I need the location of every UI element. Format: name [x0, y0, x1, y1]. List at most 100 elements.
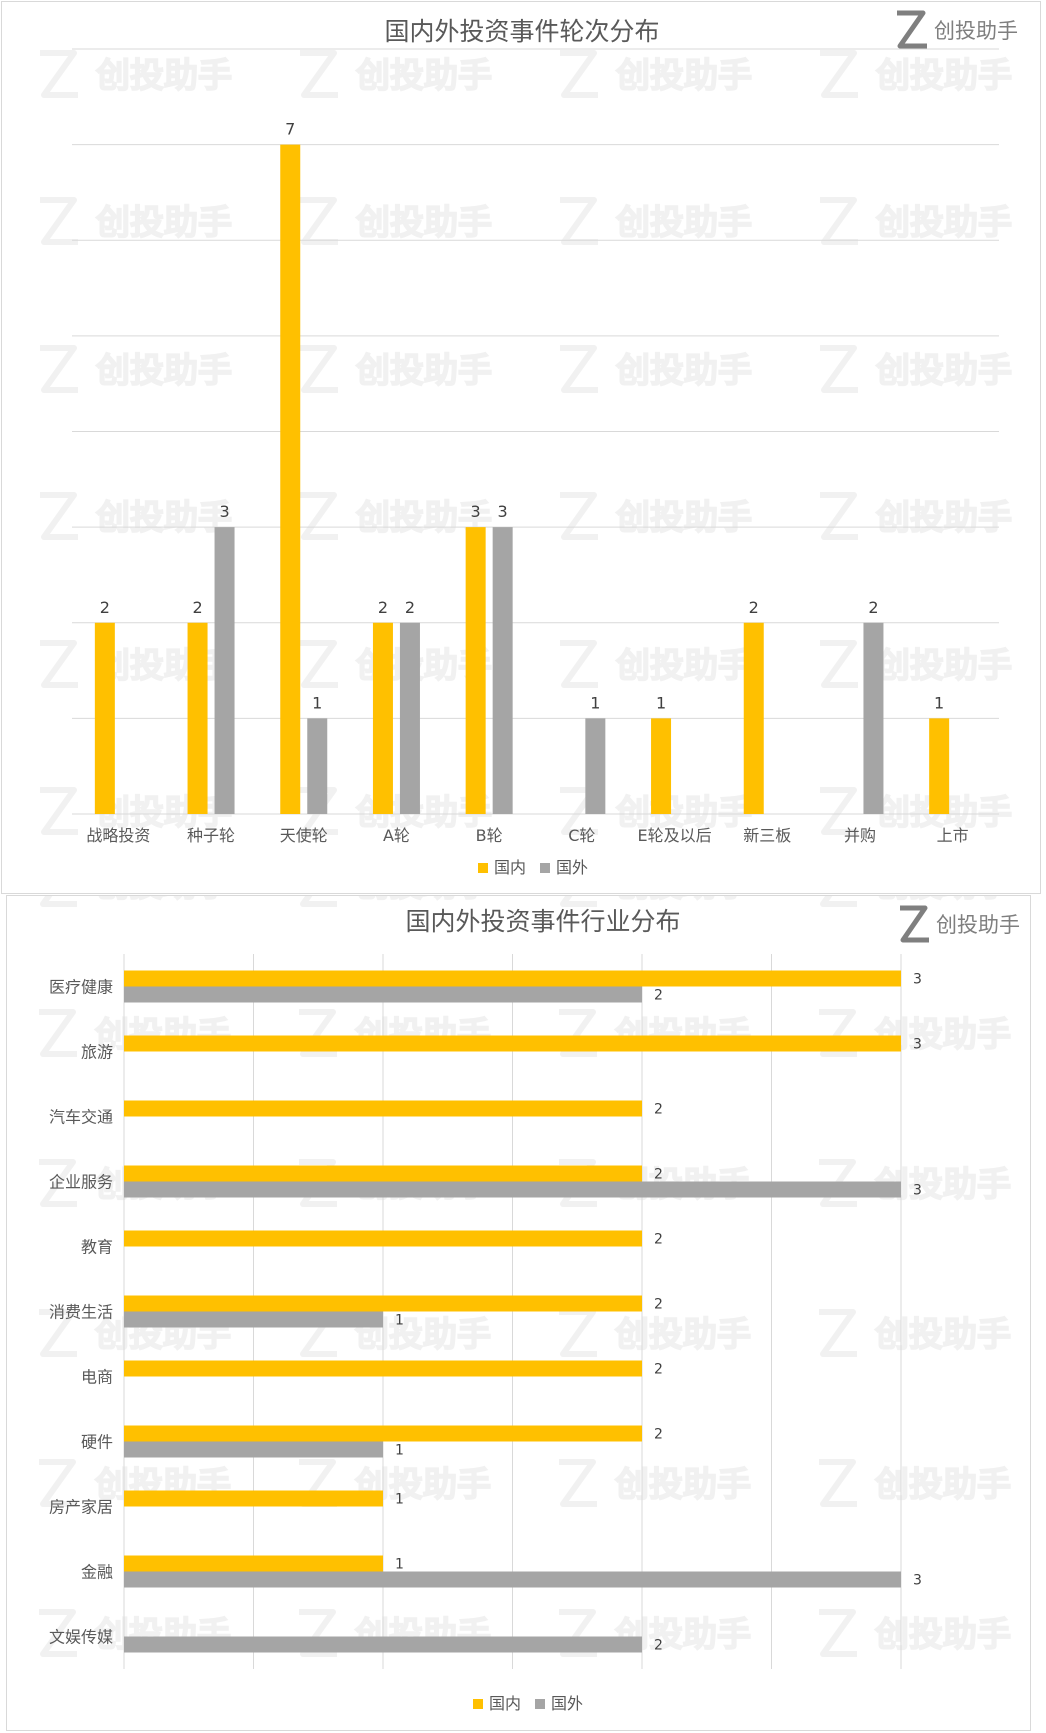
watermark-z-icon [39, 1009, 77, 1057]
data-label: 1 [312, 693, 322, 712]
watermark-z-icon [40, 345, 78, 393]
domestic-bar [280, 144, 301, 814]
category-tick-label: 旅游 [81, 1043, 113, 1062]
category-tick-label: B轮 [476, 826, 503, 845]
data-label: 1 [395, 1313, 404, 1329]
round-distribution-chart-panel: 创投助手 创投助手 创投助手 创投助手 创投助手 创投助手 创投助手 创投助手 创投助手 创投助手… [1, 1, 1041, 894]
data-label: 1 [590, 693, 600, 712]
data-label: 1 [395, 1492, 404, 1508]
watermark-text: 创投助手 [95, 203, 232, 243]
watermark-z-icon [39, 1309, 77, 1357]
data-label: 1 [395, 1557, 404, 1573]
watermark-z-icon [820, 492, 858, 540]
legend-foreign-label: 国外 [556, 858, 588, 877]
watermark: 创投助手 [560, 197, 753, 245]
watermark-z-icon [40, 492, 78, 540]
watermark-text: 创投助手 [875, 56, 1012, 96]
watermark-z-icon [560, 345, 598, 393]
category-tick-label: 种子轮 [187, 826, 235, 845]
data-label: 2 [654, 1362, 663, 1378]
domestic-bar [124, 970, 901, 987]
category-tick-label: 新三板 [743, 826, 791, 845]
foreign-bar [863, 622, 884, 814]
watermark: 创投助手 [560, 787, 753, 835]
data-label: 3 [471, 502, 481, 521]
category-tick-label: 并购 [844, 826, 876, 845]
data-label: 2 [405, 598, 415, 617]
domestic-bar [372, 622, 393, 814]
domestic-bar [124, 1100, 642, 1117]
category-tick-label: 房产家居 [49, 1498, 113, 1517]
foreign-bar [124, 1311, 383, 1328]
watermark-z-icon [39, 1609, 77, 1657]
watermark: 创投助手 [819, 1609, 1012, 1657]
foreign-bar [214, 527, 235, 814]
watermark: 创投助手 [40, 787, 233, 835]
category-tick-label: 消费生活 [49, 1303, 113, 1322]
watermark-text: 创投助手 [355, 351, 492, 391]
watermark: 创投助手 [820, 640, 1013, 688]
watermark-z-icon [819, 1459, 857, 1507]
data-label: 3 [913, 1037, 922, 1053]
watermark-z-icon [40, 896, 77, 907]
brand-name: 创投助手 [936, 913, 1020, 937]
brand-logo: 创投助手 [897, 10, 1018, 49]
category-ticks: 战略投资 种子轮 天使轮 A轮 B轮 C轮 E轮及以后 新三板 并购 上市 [86, 826, 968, 845]
legend-domestic-swatch [473, 1699, 483, 1709]
data-label: 2 [192, 598, 202, 617]
domestic-bar [94, 622, 115, 814]
watermark-text: 创投助手 [95, 56, 232, 96]
watermark-text: 创投助手 [615, 646, 752, 686]
data-label: 3 [219, 502, 229, 521]
watermark-z-icon [820, 197, 858, 245]
watermark-z-icon [40, 640, 78, 688]
category-tick-label: 硬件 [81, 1433, 113, 1452]
watermark: 创投助手 [40, 197, 233, 245]
watermark: 创投助手 [300, 345, 493, 393]
watermark: 创投助手 [820, 50, 1013, 98]
watermark-z-icon [40, 50, 78, 98]
brand-logo: 创投助手 [900, 905, 1020, 943]
legend: 国内 国外 [478, 858, 588, 877]
watermark-text: 创投助手 [874, 1315, 1011, 1355]
watermark: 创投助手 [300, 50, 493, 98]
watermark-text: 创投助手 [615, 793, 752, 833]
legend-domestic-swatch [478, 863, 488, 873]
foreign-bar [124, 1571, 901, 1588]
legend: 国内 国外 [473, 1694, 583, 1713]
watermark-z-icon [820, 345, 858, 393]
watermark: 创投助手 [300, 640, 493, 688]
watermark-z-icon [560, 787, 598, 835]
watermark-z-icon [820, 50, 858, 98]
watermark: 创投助手 [560, 492, 753, 540]
foreign-bar [124, 1636, 642, 1653]
watermark: 创投助手 [560, 345, 753, 393]
watermark-text: 创投助手 [615, 498, 752, 538]
category-tick-label: 企业服务 [49, 1173, 113, 1192]
data-label: 1 [656, 693, 666, 712]
watermark-text: 创投助手 [95, 646, 232, 686]
category-tick-label: 文娱传媒 [49, 1628, 113, 1647]
data-label: 2 [749, 598, 759, 617]
watermark-text: 创投助手 [354, 896, 491, 905]
watermark-text: 创投助手 [614, 1465, 751, 1505]
watermark-z-icon [559, 1309, 597, 1357]
watermark-text: 创投助手 [615, 351, 752, 391]
domestic-bar [124, 1490, 383, 1507]
foreign-bar [585, 718, 606, 814]
category-tick-label: 教育 [81, 1238, 113, 1257]
watermark-z-icon [559, 1459, 597, 1507]
data-label: 3 [913, 1183, 922, 1199]
category-tick-label: E轮及以后 [637, 826, 711, 845]
domestic-bar [187, 622, 208, 814]
watermark: 创投助手 [560, 896, 752, 907]
watermark-text: 创投助手 [875, 351, 1012, 391]
domestic-bar [124, 1555, 383, 1572]
watermark: 创投助手 [300, 197, 493, 245]
category-tick-label: 天使轮 [280, 826, 328, 845]
legend-foreign-swatch [535, 1699, 545, 1709]
domestic-bar [124, 1165, 642, 1182]
